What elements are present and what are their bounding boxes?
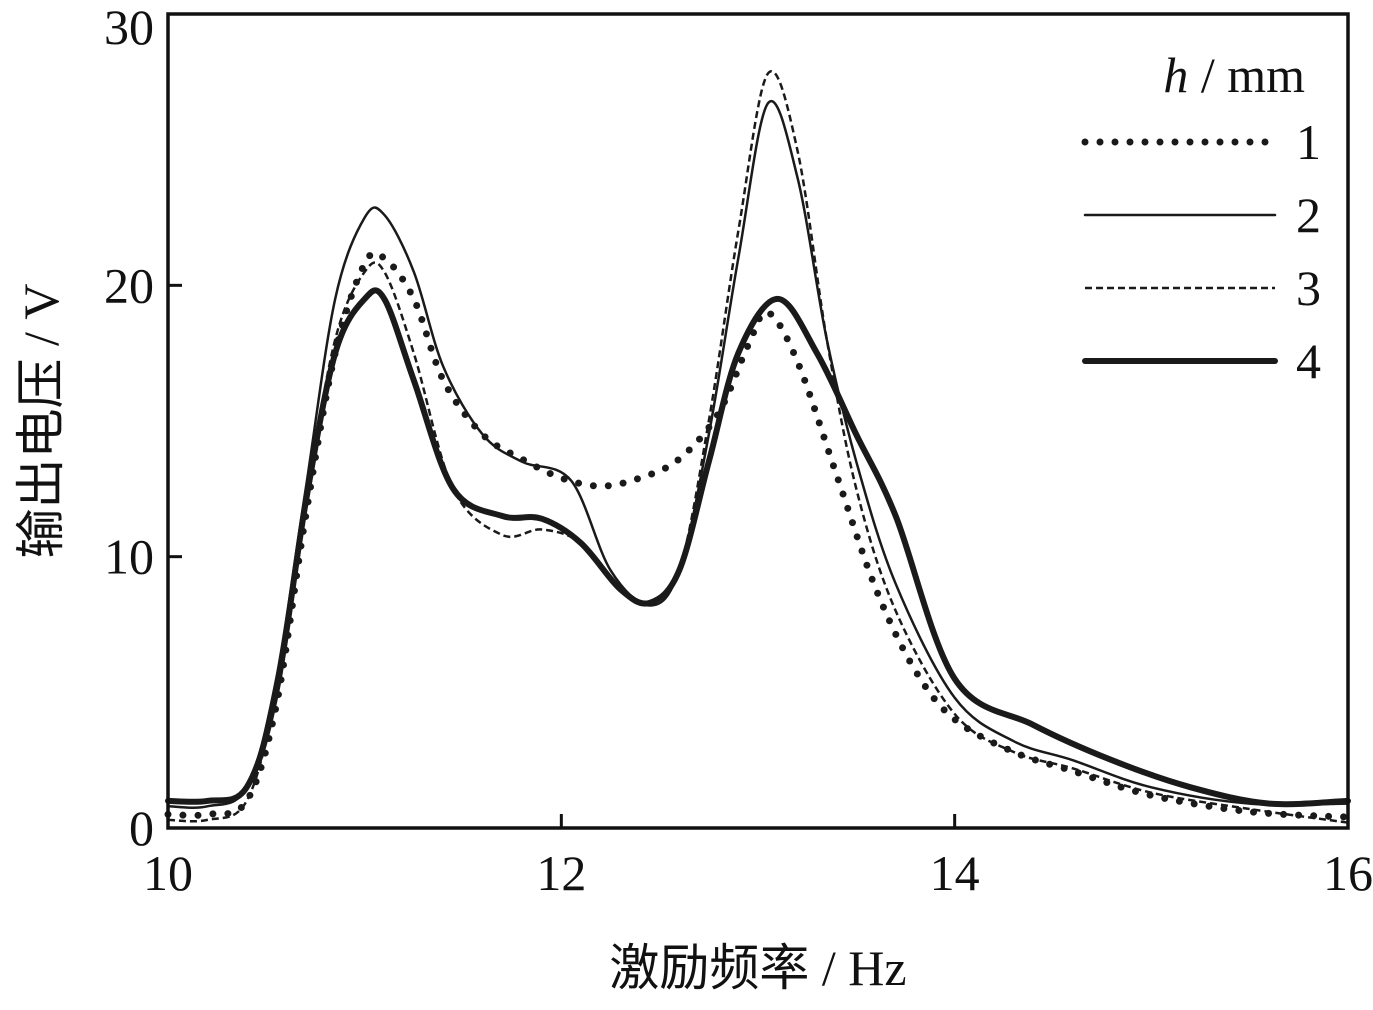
series-line-3 <box>167 70 1349 824</box>
x-axis-label: 激励频率 / Hz <box>609 940 906 996</box>
x-tick-label: 14 <box>930 845 980 901</box>
x-tick-label: 10 <box>143 845 193 901</box>
y-axis-label: 输出电压 / V <box>13 284 69 559</box>
legend-title-var: h <box>1163 47 1188 103</box>
legend-label-4: 4 <box>1296 333 1321 389</box>
legend-items: 1 2 3 4 <box>1081 114 1321 389</box>
legend-label-2: 2 <box>1296 187 1321 243</box>
legend-title-unit: / mm <box>1188 47 1305 103</box>
series-line-1 <box>164 249 1352 821</box>
series-line-2 <box>166 100 1350 809</box>
y-tick-label: 20 <box>104 257 154 313</box>
legend: h / mm 1 2 3 4 <box>1081 47 1321 389</box>
y-tick-label: 0 <box>129 800 154 856</box>
x-tick-label: 12 <box>536 845 586 901</box>
legend-label-3: 3 <box>1296 260 1321 316</box>
plot-frame <box>166 12 1350 830</box>
legend-label-1: 1 <box>1296 114 1321 170</box>
x-tick-label: 16 <box>1323 845 1373 901</box>
y-tick-label: 30 <box>104 0 154 55</box>
y-tick-label: 10 <box>104 529 154 585</box>
series-layer <box>164 70 1352 824</box>
legend-title: h / mm <box>1163 47 1305 103</box>
series-line-4 <box>165 287 1351 808</box>
